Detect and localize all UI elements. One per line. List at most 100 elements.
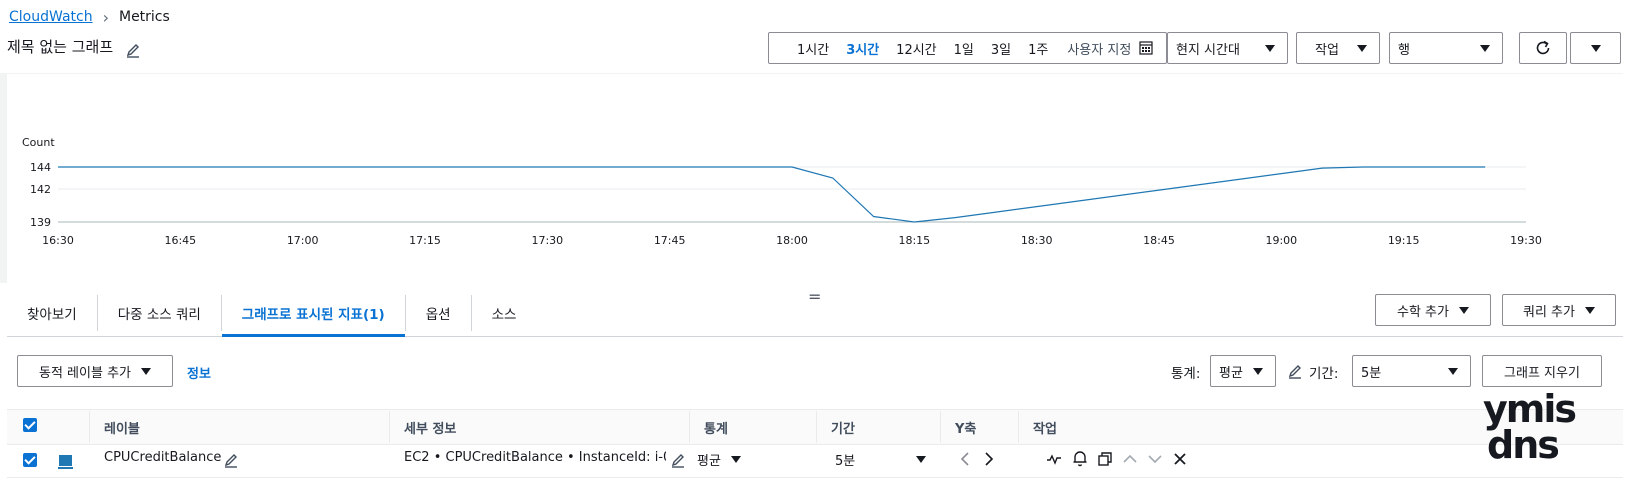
caret-down-icon — [1584, 306, 1595, 314]
add-dynamic-label-button[interactable]: 동적 레이블 추가 — [17, 355, 173, 387]
chevron-down-icon[interactable] — [1147, 451, 1163, 467]
y-axis-label: Count — [22, 136, 55, 149]
caret-down-icon[interactable] — [916, 456, 926, 463]
column-separator — [89, 411, 90, 443]
x-tick-label: 17:15 — [409, 234, 441, 247]
add-math-button[interactable]: 수학 추가 — [1375, 294, 1491, 326]
header-period[interactable]: 기간 — [831, 422, 855, 437]
add-query-button[interactable]: 쿼리 추가 — [1502, 294, 1616, 326]
column-separator — [1018, 411, 1019, 443]
series-color-swatch[interactable] — [59, 455, 72, 466]
bell-icon[interactable] — [1072, 450, 1088, 467]
caret-down-icon — [1357, 44, 1367, 52]
row-statistic[interactable]: 평균 — [697, 454, 721, 469]
x-tick-label: 18:45 — [1143, 234, 1175, 247]
header-actions: 작업 — [1033, 422, 1057, 437]
refresh-icon — [1536, 40, 1550, 55]
chevron-left-icon[interactable] — [958, 451, 972, 467]
timezone-select[interactable]: 현지 시간대 — [1167, 32, 1288, 64]
row-details[interactable]: EC2 • CPUCreditBalance • InstanceId: i-0… — [404, 450, 666, 465]
pencil-icon[interactable] — [1287, 363, 1303, 379]
pencil-icon[interactable] — [223, 452, 239, 468]
line-chart: Count 139 142 144 16:30 16:45 17:00 17:15 17:3… — [22, 136, 1542, 247]
tab-separator — [470, 295, 472, 331]
row-checkbox[interactable] — [23, 453, 37, 467]
caret-down-icon — [1458, 306, 1469, 314]
calendar-icon[interactable] — [1139, 41, 1153, 55]
pencil-icon[interactable] — [670, 452, 686, 468]
chevron-up-icon[interactable] — [1122, 451, 1138, 467]
caret-down-icon — [1265, 44, 1275, 52]
pencil-icon[interactable] — [125, 42, 141, 58]
row-details-cell: EC2 • CPUCreditBalance • InstanceId: i-0… — [404, 450, 666, 465]
copy-icon[interactable] — [1097, 451, 1113, 467]
watermark-line2: dns — [1487, 423, 1558, 460]
tab-browse[interactable]: 찾아보기 — [27, 307, 77, 323]
chevron-right-icon[interactable] — [982, 451, 996, 467]
tab-separator — [96, 295, 98, 331]
x-tick-label: 18:30 — [1021, 234, 1053, 247]
tab-graphed-metrics[interactable]: 그래프로 표시된 지표(1) — [221, 289, 405, 337]
info-link[interactable]: 정보 — [187, 367, 211, 382]
column-separator — [940, 411, 941, 443]
range-1w[interactable]: 1주 — [1028, 42, 1049, 58]
actions-label: 작업 — [1315, 42, 1339, 58]
clear-graph-button[interactable]: 그래프 지우기 — [1482, 355, 1602, 387]
y-tick-label: 142 — [30, 183, 51, 196]
x-tick-label: 18:00 — [776, 234, 808, 247]
header-statistic[interactable]: 통계 — [704, 422, 728, 437]
caret-down-icon — [1480, 44, 1490, 52]
series-color-underline — [58, 467, 73, 469]
range-custom[interactable]: 사용자 지정 — [1067, 42, 1132, 58]
select-all-checkbox[interactable] — [23, 418, 37, 432]
row-period[interactable]: 5분 — [835, 454, 856, 469]
resize-handle[interactable]: = — [808, 287, 822, 306]
table-header — [7, 409, 1623, 445]
period-value: 5분 — [1361, 365, 1382, 381]
statistic-select[interactable]: 평균 — [1210, 355, 1276, 387]
x-tick-label: 18:15 — [898, 234, 930, 247]
period-select[interactable]: 5분 — [1352, 355, 1471, 387]
time-range-selector: 1시간 3시간 12시간 1일 3일 1주 사용자 지정 — [768, 32, 1167, 64]
tab-multi-source-query[interactable]: 다중 소스 쿼리 — [117, 307, 201, 323]
range-1d[interactable]: 1일 — [953, 42, 974, 58]
range-3d[interactable]: 3일 — [990, 42, 1012, 58]
tab-list: 찾아보기 다중 소스 쿼리 그래프로 표시된 지표(1) 옵션 소스 — [7, 289, 536, 337]
breadcrumb-cloudwatch-link[interactable]: CloudWatch — [9, 9, 93, 25]
chevron-right-icon: › — [102, 7, 109, 27]
x-tick-label: 19:00 — [1265, 234, 1297, 247]
x-tick-label: 17:45 — [654, 234, 686, 247]
header-y-axis[interactable]: Y축 — [955, 422, 977, 437]
range-12h[interactable]: 12시간 — [896, 42, 937, 58]
tab-separator — [404, 295, 406, 331]
caret-down-icon — [1590, 44, 1601, 52]
statistic-label: 통계: — [1171, 366, 1201, 382]
range-3h[interactable]: 3시간 — [846, 42, 880, 58]
period-label: 기간: — [1309, 366, 1339, 382]
add-query-label: 쿼리 추가 — [1523, 304, 1575, 320]
tab-source[interactable]: 소스 — [491, 307, 517, 323]
y-tick-label: 139 — [30, 216, 51, 229]
refresh-button[interactable] — [1519, 32, 1567, 64]
x-tick-label: 16:30 — [42, 234, 74, 247]
graph-title: 제목 없는 그래프 — [7, 38, 114, 56]
range-1h[interactable]: 1시간 — [797, 42, 830, 58]
watermark-logo: ymis dns — [1483, 388, 1577, 460]
breadcrumb-current: Metrics — [118, 9, 170, 25]
refresh-options-button[interactable] — [1570, 32, 1621, 64]
page-gutter — [0, 73, 7, 283]
header-details[interactable]: 세부 정보 — [404, 422, 457, 437]
row-label: CPUCreditBalance — [104, 450, 222, 465]
close-icon[interactable] — [1172, 451, 1188, 467]
actions-dropdown[interactable]: 작업 — [1296, 32, 1380, 64]
x-tick-label: 19:30 — [1510, 234, 1542, 247]
header-label[interactable]: 레이블 — [104, 422, 140, 437]
caret-down-icon — [1253, 367, 1263, 375]
view-select[interactable]: 행 — [1389, 32, 1503, 64]
column-separator — [816, 411, 817, 443]
row-divider — [7, 477, 1623, 478]
caret-down-icon[interactable] — [731, 456, 741, 463]
anomaly-detection-icon[interactable] — [1046, 451, 1062, 467]
series-line — [58, 166, 1486, 223]
tab-options[interactable]: 옵션 — [425, 307, 451, 323]
